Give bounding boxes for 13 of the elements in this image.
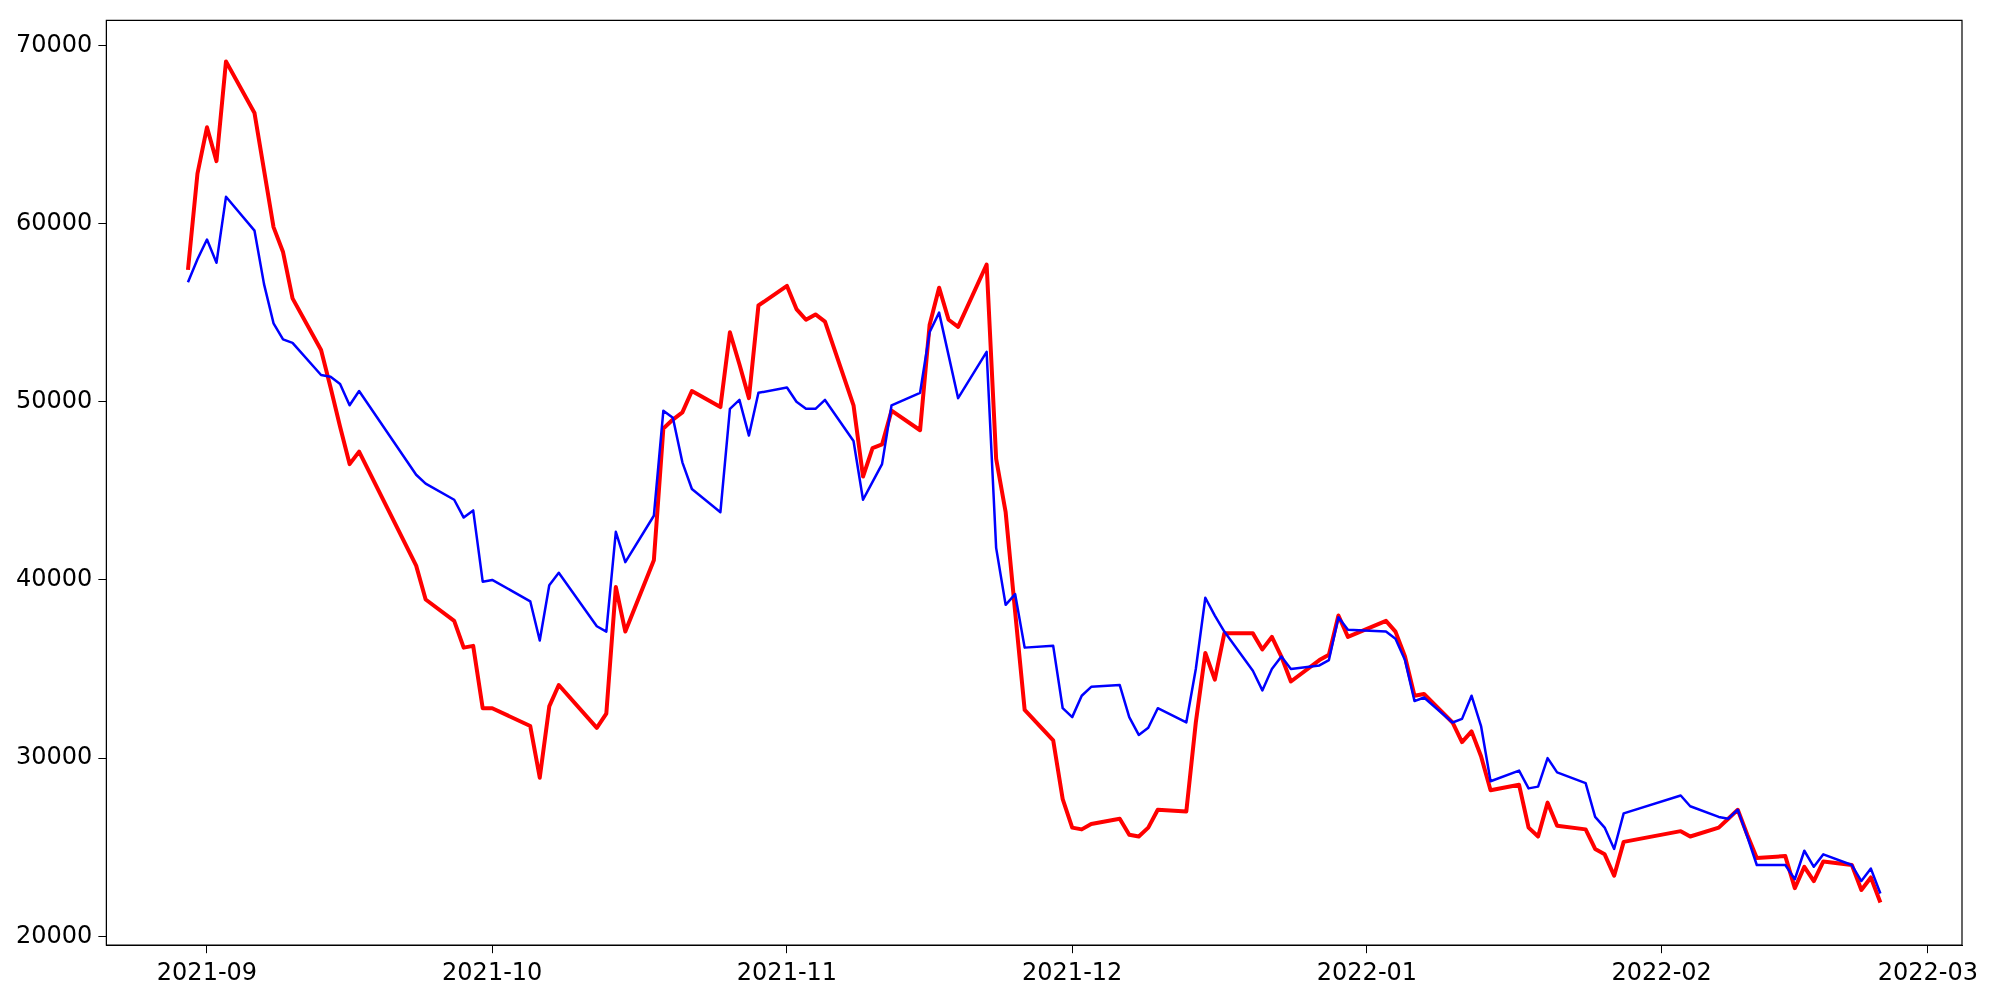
x-tick-label: 2021-11: [736, 957, 838, 986]
x-tick-label: 2021-12: [1022, 957, 1123, 986]
x-tick-label: 2021-09: [156, 957, 258, 986]
y-tick-label: 50000: [15, 385, 93, 414]
y-tick-label: 40000: [15, 564, 93, 593]
x-tick-label: 2021-10: [442, 957, 543, 986]
y-tick-label: 70000: [15, 29, 93, 58]
y-tick-label: 20000: [15, 920, 93, 949]
x-tick-label: 2022-03: [1877, 957, 1979, 986]
x-tick-label: 2022-01: [1316, 957, 1418, 986]
x-tick-label: 2022-02: [1611, 957, 1712, 986]
y-tick-label: 60000: [15, 207, 93, 236]
y-tick-label: 30000: [15, 742, 93, 771]
